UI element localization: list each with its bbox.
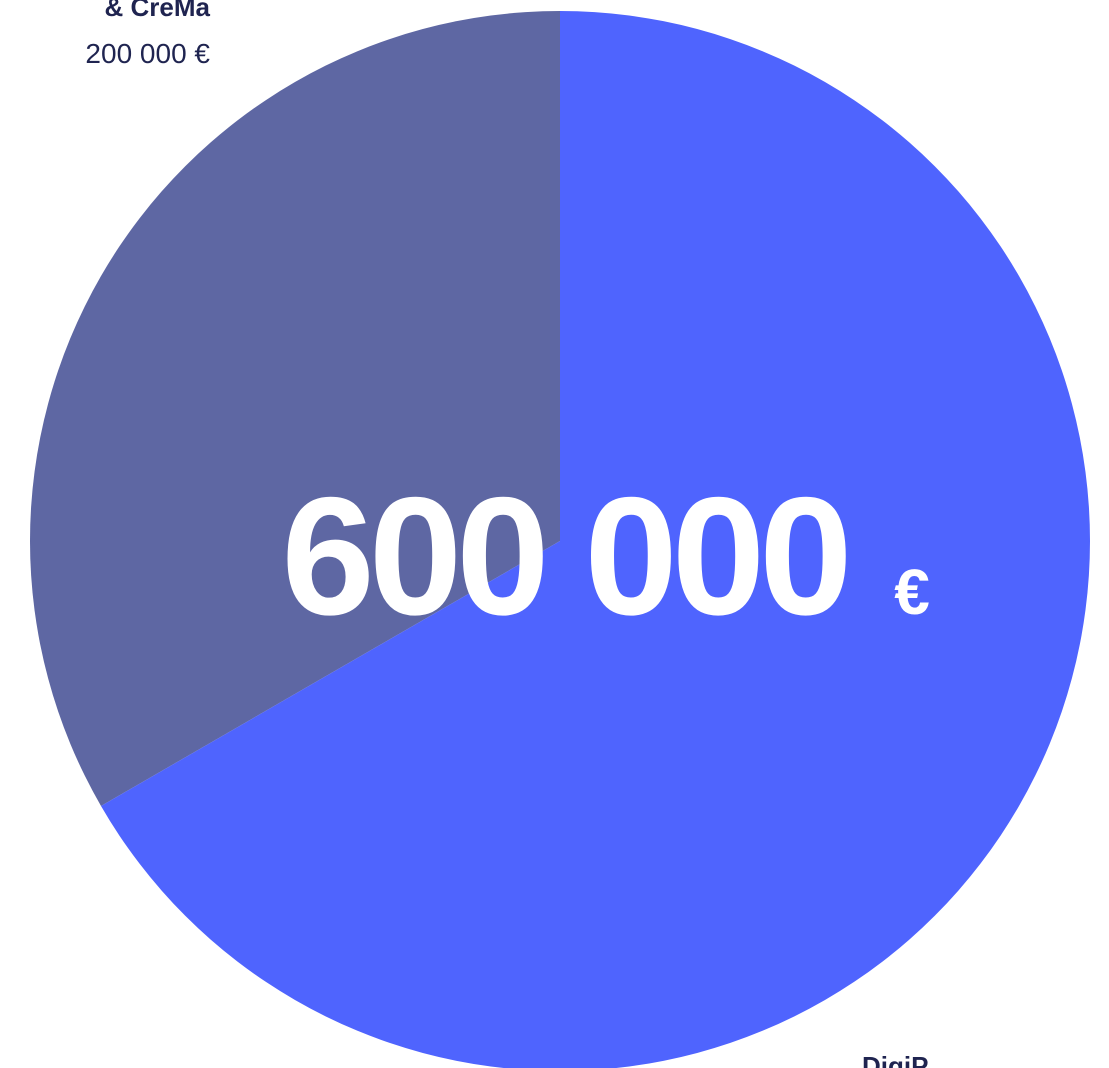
pie-slice-0 [29, 11, 560, 806]
slice-label-crema-name: & CreMa [105, 0, 211, 22]
total-amount: 600 000 [281, 462, 846, 650]
pie-slices [29, 11, 1090, 1068]
pie-slice-1 [101, 11, 1090, 1068]
total-currency: € [894, 556, 930, 628]
slice-label-digip-name: DigiP... [862, 1051, 947, 1068]
slice-label-crema-value: 200 000 € [85, 38, 210, 69]
